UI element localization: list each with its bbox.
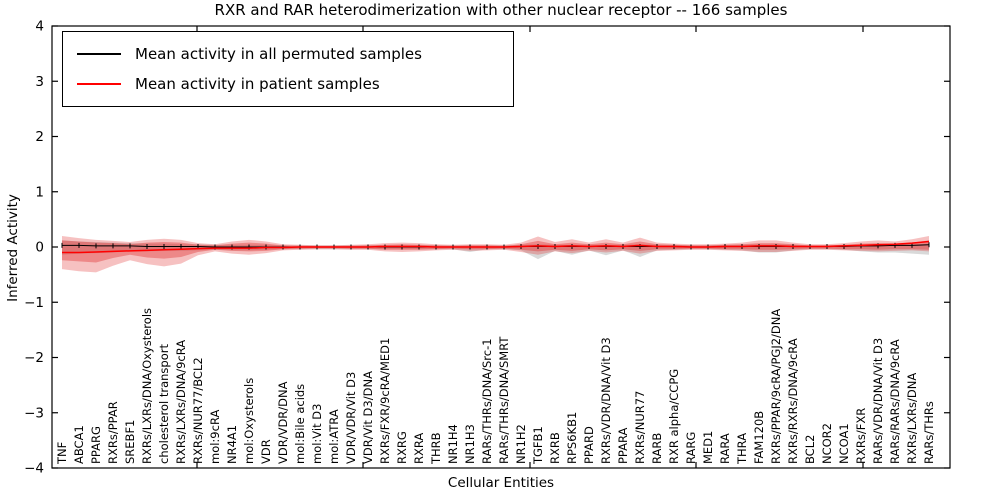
x-category-label: ABCA1 <box>72 425 86 464</box>
x-category-label: THRA <box>735 433 749 465</box>
legend-entry-permuted: Mean activity in all permuted samples <box>75 39 501 69</box>
x-category-label: VDR <box>259 439 273 464</box>
x-category-label: PPARA <box>616 427 630 464</box>
x-category-label: NCOA1 <box>837 423 851 464</box>
y-tick-label: −2 <box>24 350 44 366</box>
x-category-label: RXRs/LXRs/DNA/9cRA <box>174 340 188 464</box>
x-category-label: mol:ATRA <box>327 409 341 464</box>
x-category-label: RARG <box>684 432 698 464</box>
x-category-label: RXRs/PPAR <box>106 401 120 464</box>
permuted-envelope-band <box>62 240 929 260</box>
legend-label-permuted: Mean activity in all permuted samples <box>135 45 422 63</box>
x-category-label: PPARD <box>582 426 596 464</box>
legend-label-patient: Mean activity in patient samples <box>135 75 380 93</box>
y-tick-label: −1 <box>24 295 44 311</box>
x-category-label: mol:Bile acids <box>293 384 307 464</box>
x-category-label: mol:Vit D3 <box>310 404 324 464</box>
y-tick-label: 4 <box>35 19 44 35</box>
y-tick-label: −3 <box>24 405 44 421</box>
x-category-label: RXR alpha/CCPG <box>667 369 681 464</box>
x-category-label: TNF <box>55 442 69 465</box>
x-category-label: NR4A1 <box>225 425 239 464</box>
x-category-label: RXRs/PPAR/9cRA/PGJ2/DNA <box>769 309 783 464</box>
legend: Mean activity in all permuted samples Me… <box>62 31 514 107</box>
x-category-label: RXRs/NUR77/BCL2 <box>191 357 205 464</box>
permuted-line-sample <box>77 53 121 55</box>
x-category-label: NCOR2 <box>820 423 834 464</box>
chart-title: RXR and RAR heterodimerization with othe… <box>214 1 788 19</box>
patient-envelope-inner-band <box>62 240 929 263</box>
x-category-label: RXRA <box>412 433 426 464</box>
x-category-label: mol:Oxysterols <box>242 378 256 464</box>
x-category-label: THRB <box>429 432 443 465</box>
patient-line-sample <box>77 83 121 85</box>
y-tick-label: 0 <box>35 240 44 256</box>
x-category-label: RXRs/LXRs/DNA <box>905 373 919 464</box>
y-tick-label: −4 <box>24 461 44 477</box>
x-category-label: FAM120B <box>752 411 766 464</box>
y-tick-label: 3 <box>35 74 44 90</box>
x-category-label: cholesterol transport <box>157 344 171 464</box>
x-category-label: VDR/VDR/DNA <box>276 381 290 464</box>
x-category-label: RXRB <box>548 432 562 464</box>
patient-envelope-outer-band <box>62 235 929 273</box>
x-category-label: BCL2 <box>803 435 817 464</box>
x-category-label: RXRG <box>395 431 409 464</box>
x-category-label: RXRs/FXR/9cRA/MED1 <box>378 338 392 464</box>
x-category-label: TGFB1 <box>531 426 545 465</box>
x-category-label: RPS6KB1 <box>565 412 579 464</box>
x-category-label: RARB <box>650 433 664 464</box>
x-category-label: SREBF1 <box>123 420 137 464</box>
mean-line <box>62 240 930 254</box>
x-category-label: RARs/THRs <box>922 401 936 464</box>
x-category-label: NR1H4 <box>446 424 460 464</box>
x-category-label: PPARG <box>89 426 103 464</box>
x-category-label: NR1H3 <box>463 424 477 464</box>
x-category-label: RXRs/LXRs/DNA/Oxysterols <box>140 308 154 464</box>
legend-entry-patient: Mean activity in patient samples <box>75 69 501 99</box>
x-category-label: RXRs/RXRs/DNA/9cRA <box>786 338 800 464</box>
x-category-label: VDR/VDR/Vit D3 <box>344 372 358 464</box>
x-category-label: RARA <box>718 433 732 464</box>
x-category-label: MED1 <box>701 431 715 464</box>
x-category-label: RXRs/FXR <box>854 408 868 464</box>
x-category-label: NR1H2 <box>514 424 528 464</box>
x-category-label: RARs/VDR/DNA/Vit D3 <box>871 338 885 464</box>
y-tick-label: 2 <box>35 129 44 145</box>
x-category-label: RARs/THRs/DNA/SMRT <box>497 336 511 464</box>
y-axis-label: Inferred Activity <box>5 194 21 302</box>
y-tick-label: 1 <box>35 184 44 200</box>
x-category-label: RARs/RARs/DNA/9cRA <box>888 339 902 464</box>
x-category-label: RXRs/VDR/DNA/Vit D3 <box>599 337 613 464</box>
x-category-label: RARs/THRs/DNA/Src-1 <box>480 338 494 464</box>
x-category-label: RXRs/NUR77 <box>633 391 647 464</box>
x-category-label: VDR/Vit D3/DNA <box>361 371 375 464</box>
x-category-label: mol:9cRA <box>208 410 222 464</box>
x-axis-label: Cellular Entities <box>447 475 555 491</box>
